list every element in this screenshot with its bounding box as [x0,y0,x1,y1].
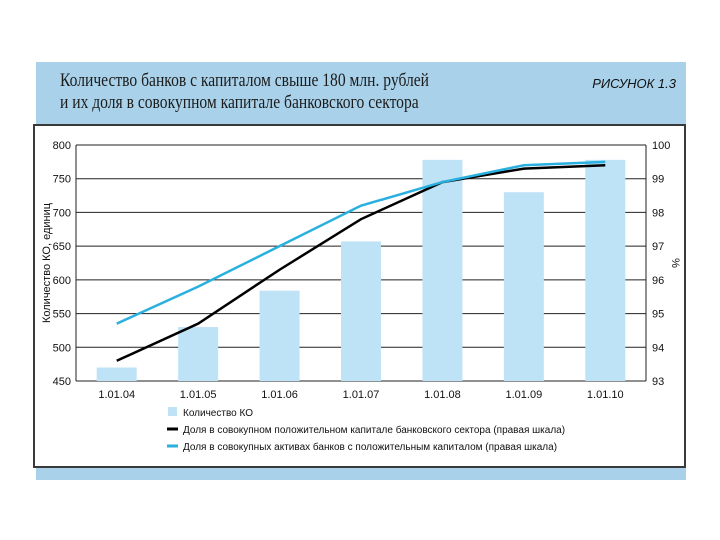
y-tick-label: 500 [53,342,71,354]
y-axis-title: Количество КО, единиц [41,202,53,323]
bar [178,327,219,381]
chart-title-line2: и их доля в совокупном капитале банковск… [60,92,419,113]
y2-axis-title: % [669,258,681,268]
y-tick-label: 800 [53,140,71,152]
legend-swatch-bar [168,407,177,416]
x-tick-label: 1.01.09 [506,389,543,401]
x-tick-label: 1.01.05 [180,389,217,401]
bar [259,290,300,381]
y2-tick-label: 93 [652,376,664,388]
x-tick-label: 1.01.06 [261,389,298,401]
x-tick-label: 1.01.04 [98,389,135,401]
bar [96,367,137,381]
y2-tick-label: 100 [652,140,670,152]
y2-tick-label: 96 [652,275,664,287]
series-line-capital [116,163,606,362]
legend-entry: Доля в совокупных активах банков с полож… [183,441,557,453]
x-tick-label: 1.01.07 [343,389,380,401]
y-tick-label: 600 [53,275,71,287]
legend-entry: Количество КО [183,408,253,419]
y-tick-label: 650 [53,241,71,253]
bar [422,159,463,381]
series-line-assets [116,160,606,325]
x-tick-label: 1.01.08 [424,389,461,401]
y-tick-label: 550 [53,309,71,321]
y2-tick-label: 94 [652,342,664,354]
chart-title-line1: Количество банков с капиталом свыше 180 … [60,70,430,91]
y2-tick-label: 95 [652,309,664,321]
figure-label: РИСУНОК 1.3 [592,76,676,91]
chart-title: Количество банков с капиталом свыше 180 … [60,70,470,114]
y2-tick-label: 98 [652,207,664,219]
legend-entry: Доля в совокупном положительном капитале… [183,424,565,436]
y-tick-label: 750 [53,174,71,186]
y-tick-label: 450 [53,376,71,388]
bar [503,192,544,381]
y-tick-label: 700 [53,207,71,219]
y2-tick-label: 99 [652,174,664,186]
y2-tick-label: 97 [652,241,664,253]
x-tick-label: 1.01.10 [587,389,624,401]
bar [585,159,626,381]
bar [341,241,381,381]
